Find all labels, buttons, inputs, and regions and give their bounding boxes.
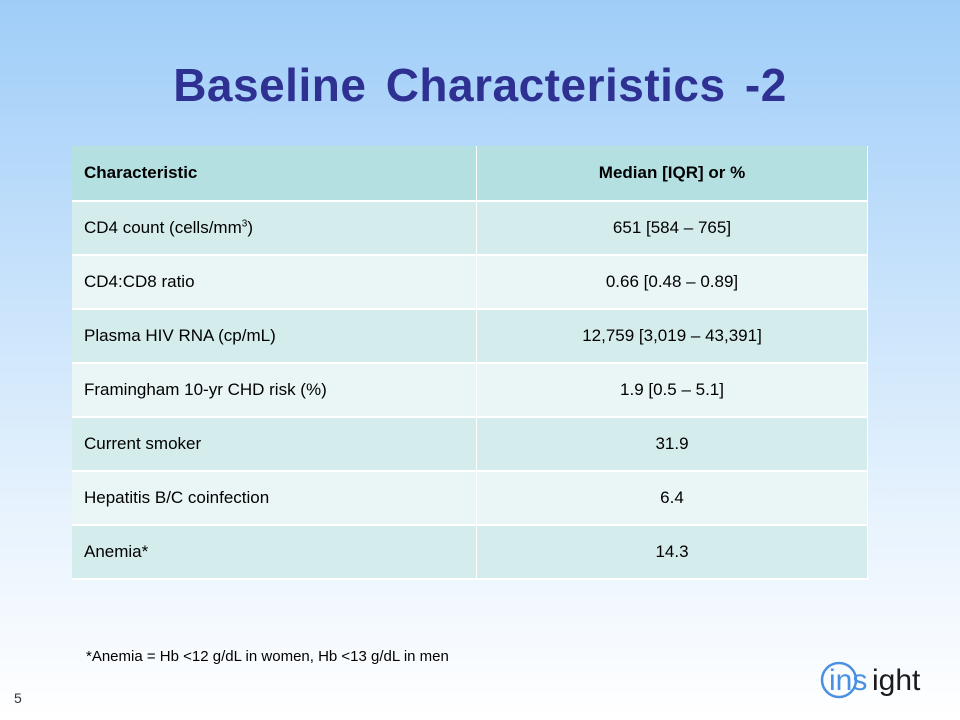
table-row: Plasma HIV RNA (cp/mL) 12,759 [3,019 – 4… (72, 309, 868, 364)
cell-characteristic-text: CD4 count (cells/mm (84, 218, 242, 237)
cell-value: 14.3 (476, 525, 868, 580)
insight-logo: ins ight (820, 661, 921, 699)
cell-value: 6.4 (476, 471, 868, 526)
cell-characteristic: Framingham 10-yr CHD risk (%) (72, 363, 477, 418)
logo-circle-icon (820, 661, 858, 699)
footnote: *Anemia = Hb <12 g/dL in women, Hb <13 g… (86, 648, 449, 665)
slide-number: 5 (14, 690, 22, 706)
characteristics-table-container: Characteristic Median [IQR] or % CD4 cou… (72, 146, 868, 580)
logo-text-ins: ins (829, 664, 867, 697)
characteristics-table: Characteristic Median [IQR] or % CD4 cou… (72, 146, 868, 580)
logo-text-ight: ight (872, 664, 921, 697)
cell-characteristic: Hepatitis B/C coinfection (72, 471, 477, 526)
table-row: Anemia* 14.3 (72, 525, 868, 580)
cell-characteristic: Plasma HIV RNA (cp/mL) (72, 309, 477, 364)
superscript: 3 (241, 218, 248, 230)
cell-characteristic: CD4:CD8 ratio (72, 255, 477, 310)
cell-value: 31.9 (476, 417, 868, 472)
cell-characteristic: CD4 count (cells/mm3) (72, 201, 477, 256)
cell-characteristic-suffix: ) (247, 218, 253, 237)
table-row: Current smoker 31.9 (72, 417, 868, 472)
header-median-iqr: Median [IQR] or % (476, 146, 868, 202)
cell-value: 0.66 [0.48 – 0.89] (476, 255, 868, 310)
table-header-row: Characteristic Median [IQR] or % (72, 146, 868, 202)
table-row: Hepatitis B/C coinfection 6.4 (72, 471, 868, 526)
table-row: CD4 count (cells/mm3) 651 [584 – 765] (72, 201, 868, 256)
cell-value: 12,759 [3,019 – 43,391] (476, 309, 868, 364)
slide-title: Baseline Characteristics -2 (173, 59, 787, 111)
cell-characteristic: Anemia* (72, 525, 477, 580)
cell-value: 1.9 [0.5 – 5.1] (476, 363, 868, 418)
table-row: Framingham 10-yr CHD risk (%) 1.9 [0.5 –… (72, 363, 868, 418)
cell-value: 651 [584 – 765] (476, 201, 868, 256)
table-row: CD4:CD8 ratio 0.66 [0.48 – 0.89] (72, 255, 868, 310)
header-characteristic: Characteristic (72, 146, 477, 202)
cell-characteristic: Current smoker (72, 417, 477, 472)
